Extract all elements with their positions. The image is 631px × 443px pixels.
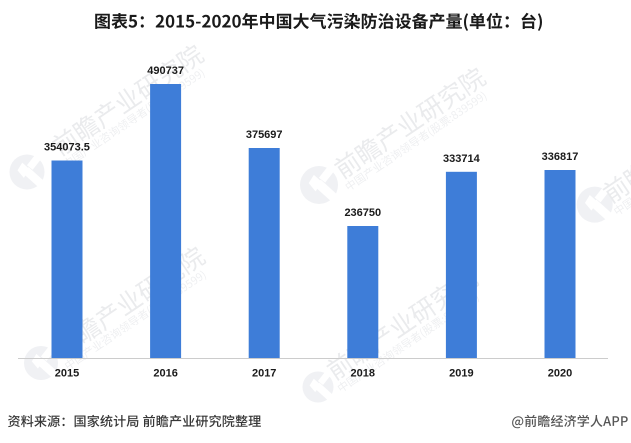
svg-text:236750: 236750 xyxy=(344,207,381,219)
svg-text:490737: 490737 xyxy=(147,65,184,77)
svg-text:2020: 2020 xyxy=(548,368,572,380)
svg-text:2019: 2019 xyxy=(449,368,473,380)
svg-text:336817: 336817 xyxy=(542,151,579,163)
svg-text:375697: 375697 xyxy=(246,129,283,141)
svg-text:2018: 2018 xyxy=(351,368,375,380)
svg-text:2017: 2017 xyxy=(252,368,276,380)
svg-text:2016: 2016 xyxy=(153,368,177,380)
svg-text:333714: 333714 xyxy=(443,153,481,165)
svg-text:354073.5: 354073.5 xyxy=(44,142,90,154)
svg-text:2015: 2015 xyxy=(55,368,79,380)
